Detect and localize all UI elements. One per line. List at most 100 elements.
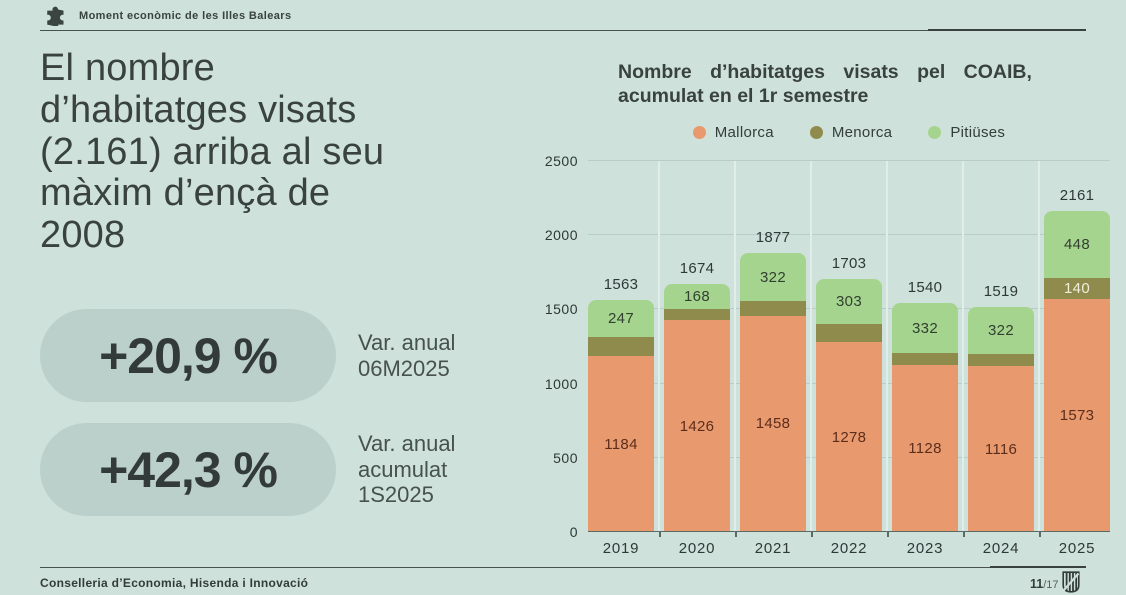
segment-mallorca-2025: 1573: [1044, 298, 1110, 532]
stat-accumulated-variation: +42,3 % Var. anual acumulat 1S2025: [40, 423, 455, 516]
stat-annual-variation: +20,9 % Var. anual 06M2025: [40, 309, 455, 402]
bar-2025: 448 140 1573 2161: [1044, 161, 1110, 532]
segment-value-label: 322: [760, 268, 786, 286]
gridline-2500: [588, 160, 1110, 161]
puzzle-icon: [47, 6, 64, 26]
y-axis-label-0: 0: [569, 524, 578, 540]
gridline-0: [588, 531, 1110, 532]
x-axis-tick: [735, 532, 737, 537]
stat-pill: +20,9 %: [40, 309, 336, 402]
bar-stack-2024: 322 1116: [968, 306, 1034, 532]
segment-mallorca-2020: 1426: [664, 320, 730, 532]
footer-department: Conselleria d’Economia, Hisenda i Innova…: [40, 576, 309, 590]
segment-mallorca-2021: 1458: [740, 315, 806, 532]
legend-item-mallorca: Mallorca: [692, 124, 774, 141]
category-separator: [810, 161, 812, 532]
bar-2022: 303 1278 1703: [816, 161, 882, 532]
segment-value-label: 322: [988, 321, 1014, 339]
bar-stack-2022: 303 1278: [816, 279, 882, 532]
legend-dot-menorca: [809, 126, 823, 139]
segment-value-label: 1128: [908, 439, 942, 457]
x-axis-label-2025: 2025: [1058, 540, 1096, 557]
segment-pitiüses-2024: 322: [968, 306, 1034, 355]
segment-value-label: 140: [1064, 279, 1090, 297]
segment-pitiüses-2021: 322: [740, 253, 806, 302]
header-divider-accent: [928, 29, 1086, 31]
chart-plot: 0 500 1000 1500 2000 2500 2019 247 1184 1563 2020 1…: [545, 153, 1110, 557]
govern-shield-icon: [1062, 571, 1080, 593]
segment-value-label: 168: [684, 287, 710, 305]
brand-title: Moment econòmic de les Illes Balears: [79, 10, 292, 22]
x-axis-tick: [659, 532, 661, 537]
legend-item-menorca: Menorca: [809, 124, 893, 141]
gridline-2000: [588, 234, 1110, 236]
x-axis-tick: [963, 532, 965, 537]
footer-divider: [40, 567, 1086, 568]
segment-mallorca-2019: 1184: [588, 356, 654, 532]
segment-pitiüses-2023: 332: [892, 303, 958, 353]
stat-label: Var. anual 06M2025: [358, 329, 456, 381]
category-separator: [658, 161, 660, 532]
segment-menorca-2025: 140: [1044, 277, 1110, 299]
segment-value-label: 332: [912, 319, 938, 337]
bar-stack-2020: 168 1426: [664, 283, 730, 532]
segment-menorca-2023: [892, 352, 958, 365]
category-separator: [1038, 161, 1040, 532]
header-divider: [40, 30, 1086, 31]
stat-pill: +42,3 %: [40, 423, 336, 516]
segment-mallorca-2023: 1128: [892, 364, 958, 532]
segment-pitiüses-2020: 168: [664, 283, 730, 309]
chart-title: Nombre d’habitatges visats pel COAIB, ac…: [618, 60, 1080, 108]
x-axis-label-2023: 2023: [906, 540, 944, 557]
x-axis-tick: [1039, 532, 1041, 537]
x-axis-tick: [811, 532, 813, 537]
segment-menorca-2022: [816, 324, 882, 343]
segment-value-label: 1116: [984, 440, 1018, 458]
page-number-total: /17: [1043, 579, 1059, 591]
legend-dot-mallorca: [692, 126, 706, 139]
segment-mallorca-2024: 1116: [968, 366, 1034, 532]
legend-label: Pitiüses: [950, 124, 1006, 141]
total-label-2019: 1563: [603, 276, 639, 294]
legend-label: Menorca: [831, 124, 893, 141]
segment-mallorca-2022: 1278: [816, 342, 882, 532]
y-axis-label-2000: 2000: [544, 227, 578, 244]
segment-value-label: 303: [836, 293, 862, 311]
header: Moment econòmic de les Illes Balears: [44, 6, 291, 26]
segment-menorca-2021: [740, 301, 806, 316]
segment-value-label: 1184: [604, 435, 638, 453]
x-axis-label-2021: 2021: [754, 540, 792, 557]
bar-stack-2023: 332 1128: [892, 303, 958, 532]
bar-2020: 168 1426 1674: [664, 161, 730, 532]
stat-value: +20,9 %: [99, 327, 278, 384]
segment-pitiüses-2022: 303: [816, 279, 882, 325]
footer-divider-accent: [990, 566, 1086, 568]
segment-menorca-2020: [664, 308, 730, 321]
bar-2024: 322 1116 1519: [968, 161, 1034, 532]
segment-menorca-2024: [968, 354, 1034, 367]
total-label-2020: 1674: [679, 259, 715, 277]
legend-label: Mallorca: [714, 124, 774, 141]
bar-2021: 322 1458 1877: [740, 161, 806, 532]
category-separator: [886, 161, 888, 532]
legend-dot-pitiüses: [928, 126, 942, 139]
segment-menorca-2019: [588, 336, 654, 357]
y-axis-label-500: 500: [553, 449, 578, 466]
segment-value-label: 1458: [755, 415, 791, 433]
y-axis-label-1500: 1500: [544, 301, 578, 318]
x-axis-label-2022: 2022: [830, 540, 868, 557]
y-axis-label-1000: 1000: [544, 375, 578, 392]
segment-value-label: 1278: [831, 428, 867, 446]
bar-stack-2025: 448 140 1573: [1044, 211, 1110, 532]
chart-title-line2: acumulat en el 1r semestre: [618, 85, 869, 108]
x-axis-label-2024: 2024: [982, 540, 1020, 557]
page-title: El nombre d’habitatges visats (2.161) ar…: [40, 47, 385, 257]
x-axis-label-2019: 2019: [602, 540, 640, 557]
stat-label: Var. anual acumulat 1S2025: [358, 431, 456, 508]
y-axis-label-2500: 2500: [544, 153, 578, 169]
total-label-2023: 1540: [907, 279, 943, 297]
segment-value-label: 1573: [1059, 406, 1095, 424]
segment-pitiüses-2019: 247: [588, 300, 654, 337]
total-label-2025: 2161: [1059, 187, 1095, 205]
bar-2019: 247 1184 1563: [588, 161, 654, 532]
